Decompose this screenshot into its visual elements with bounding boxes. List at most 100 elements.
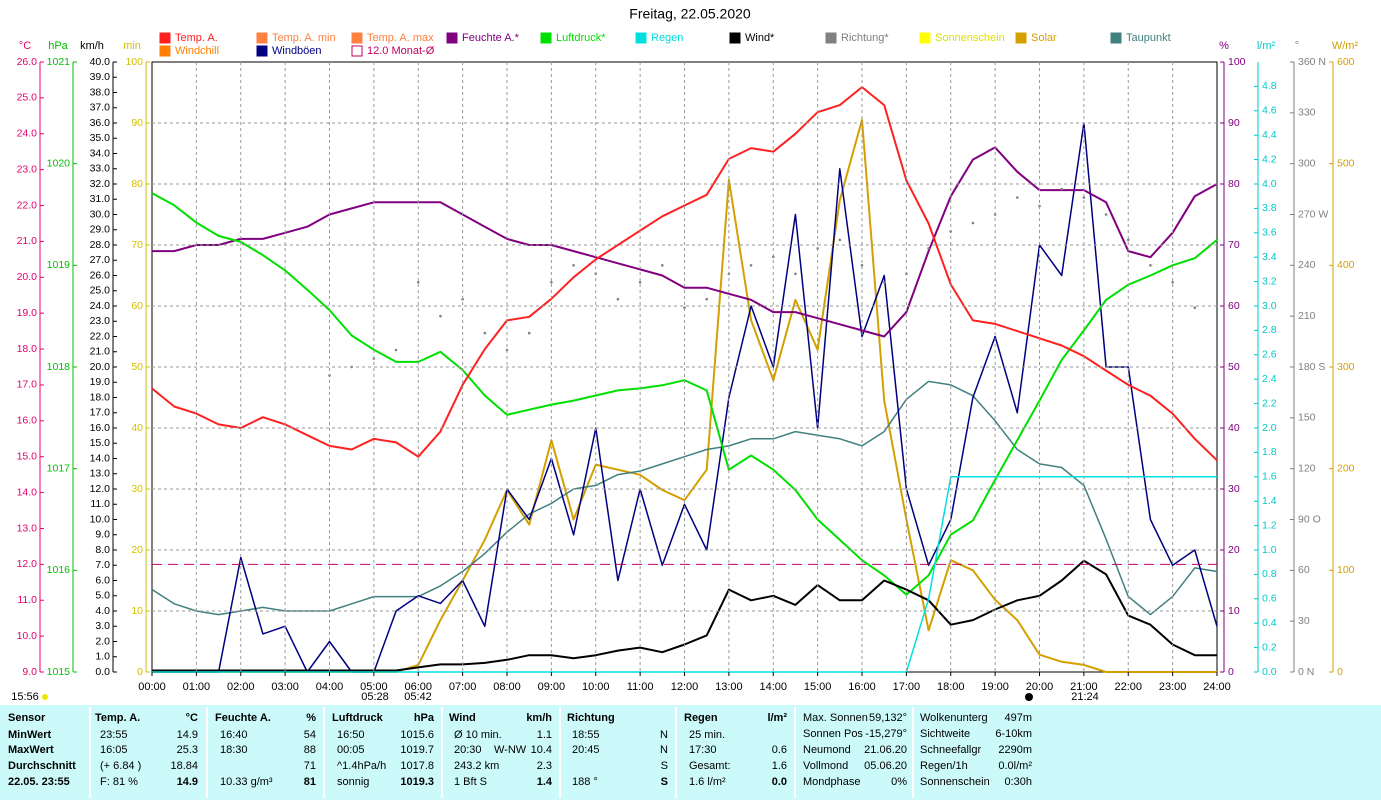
info-key: Sichtweite <box>920 728 970 740</box>
cell-text: 17:30 <box>689 744 717 756</box>
cell-text: 1.6 l/m² <box>689 776 726 788</box>
direction-dot <box>1060 187 1063 191</box>
y-tick-label: 1.2 <box>1262 519 1277 531</box>
cell-text: 25 min. <box>689 729 725 741</box>
axis-unit: km/h <box>80 40 104 52</box>
legend-label: Wind* <box>745 32 775 44</box>
y-tick-label: 150 <box>1298 412 1316 424</box>
y-tick-label: 19.0 <box>17 307 38 319</box>
direction-dot <box>749 264 753 267</box>
row-label: MinWert <box>8 729 52 741</box>
y-tick-label: 26.0 <box>17 56 38 68</box>
cell-value: 14.9 <box>177 776 198 788</box>
cell-text: 16:50 <box>337 729 365 741</box>
axis-unit: % <box>1219 40 1229 52</box>
direction-dot <box>483 331 487 335</box>
cell-text: 188 ° <box>572 776 598 788</box>
y-tick-label: 600 <box>1337 56 1355 68</box>
y-tick-label: 70 <box>1228 239 1240 251</box>
cell-text: 20:45 <box>572 744 600 756</box>
legend-swatch <box>919 32 931 44</box>
column-head: Luftdruck <box>332 712 384 724</box>
x-tick-label: 02:00 <box>227 681 255 693</box>
info-value: 59,132° <box>869 712 907 724</box>
y-tick-label: 0.2 <box>1262 641 1277 653</box>
cell-value: 18.84 <box>170 760 198 772</box>
info-key: Mondphase <box>803 776 861 788</box>
cell-value: 1.1 <box>537 729 552 741</box>
y-tick-label: 5.0 <box>95 590 110 602</box>
y-tick-label: 12.0 <box>90 483 111 495</box>
chart-title: Freitag, 22.05.2020 <box>629 6 751 22</box>
moon-icon <box>1025 693 1033 701</box>
cell-value: 88 <box>304 744 316 756</box>
y-tick-label: 8.0 <box>95 544 110 556</box>
y-tick-label: 500 <box>1337 157 1355 169</box>
y-tick-label: 10 <box>1228 605 1240 617</box>
x-tick-label: 06:00 <box>404 681 432 693</box>
legend-swatch <box>1015 32 1027 44</box>
y-tick-label: 330 <box>1298 107 1316 119</box>
info-key: Vollmond <box>803 760 848 772</box>
cell-value: N <box>660 729 668 741</box>
y-tick-label: 90 <box>1228 117 1240 129</box>
y-tick-label: 1016 <box>47 564 71 576</box>
y-tick-label: 13.0 <box>90 468 111 480</box>
legend-swatch <box>351 45 363 57</box>
info-value: 2290m <box>998 744 1032 756</box>
y-tick-label: 1021 <box>47 56 71 68</box>
y-tick-label: 16.0 <box>17 415 38 427</box>
column-head: Feuchte A. <box>215 712 271 724</box>
cell-value: 1.4 <box>537 776 553 788</box>
cell-text: 243.2 km <box>454 760 499 772</box>
y-tick-label: 1.4 <box>1262 495 1277 507</box>
cell-value: N <box>660 744 668 756</box>
y-tick-label: 40 <box>131 422 143 434</box>
y-tick-label: 15.0 <box>90 437 111 449</box>
direction-dot <box>439 314 442 318</box>
y-tick-label: 3.4 <box>1262 251 1277 263</box>
column-head: Regen <box>684 712 718 724</box>
y-tick-label: 10.0 <box>17 630 38 642</box>
direction-dot <box>1082 196 1086 199</box>
annotation: 15:56 <box>11 691 39 703</box>
info-key: Neumond <box>803 744 851 756</box>
y-tick-label: 28.0 <box>90 239 111 251</box>
cell-text: sonnig <box>337 776 369 788</box>
column-head: Wind <box>449 712 476 724</box>
y-tick-label: 3.0 <box>95 620 110 632</box>
y-tick-label: 22.0 <box>90 330 111 342</box>
y-tick-label: 270 W <box>1298 208 1328 220</box>
column-head: Temp. A. <box>95 712 140 724</box>
cell-value: S <box>661 760 668 772</box>
cell-text: 16:05 <box>100 744 128 756</box>
y-tick-label: 38.0 <box>90 86 111 98</box>
y-tick-label: 4.2 <box>1262 153 1277 165</box>
y-tick-label: 3.2 <box>1262 275 1277 287</box>
legend-swatch <box>635 32 647 44</box>
axis-unit: hPa <box>48 40 68 52</box>
y-tick-label: 2.8 <box>1262 324 1277 336</box>
cell-value: 14.9 <box>177 729 198 741</box>
cell-value: 1019.7 <box>400 744 434 756</box>
direction-dot <box>638 280 642 284</box>
row-label: Durchschnitt <box>8 760 76 772</box>
x-tick-label: 14:00 <box>759 681 787 693</box>
x-tick-label: 03:00 <box>271 681 299 693</box>
x-tick-label: 10:00 <box>582 681 610 693</box>
y-tick-label: 1015 <box>47 666 71 678</box>
legend-label: Taupunkt <box>1126 32 1171 44</box>
y-tick-label: 1017 <box>47 462 71 474</box>
cell-text: 23:55 <box>100 729 128 741</box>
x-tick-label: 18:00 <box>937 681 965 693</box>
legend-label: Feuchte A.* <box>462 32 520 44</box>
x-tick-label: 05:00 <box>360 681 388 693</box>
y-tick-label: 19.0 <box>90 376 111 388</box>
y-tick-label: 400 <box>1337 259 1355 271</box>
annotation: 05:42 <box>404 691 432 703</box>
legend-label: 12.0 Monat-Ø <box>367 45 435 57</box>
direction-dot <box>794 272 797 276</box>
y-tick-label: 4.4 <box>1262 129 1277 141</box>
y-tick-label: 300 <box>1337 361 1355 373</box>
